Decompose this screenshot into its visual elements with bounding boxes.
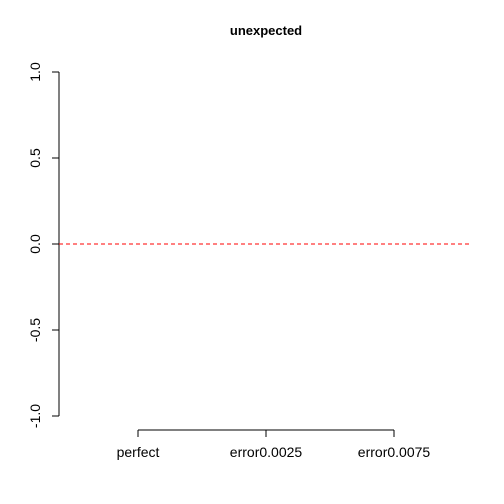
- y-tick-label: 0.0: [27, 234, 43, 254]
- y-tick-label: -1.0: [27, 404, 43, 428]
- x-tick-label: error0.0075: [358, 444, 431, 460]
- y-tick-label: 0.5: [27, 148, 43, 168]
- y-tick-label: -0.5: [27, 318, 43, 342]
- chart-title: unexpected: [230, 23, 302, 38]
- y-axis-ticks: -1.0 -0.5 0.0 0.5 1.0: [27, 62, 59, 428]
- x-tick-label: error0.0025: [230, 444, 303, 460]
- x-tick-label: perfect: [117, 444, 160, 460]
- x-axis-ticks: perfect error0.0025 error0.0075: [117, 430, 431, 460]
- y-tick-label: 1.0: [27, 62, 43, 82]
